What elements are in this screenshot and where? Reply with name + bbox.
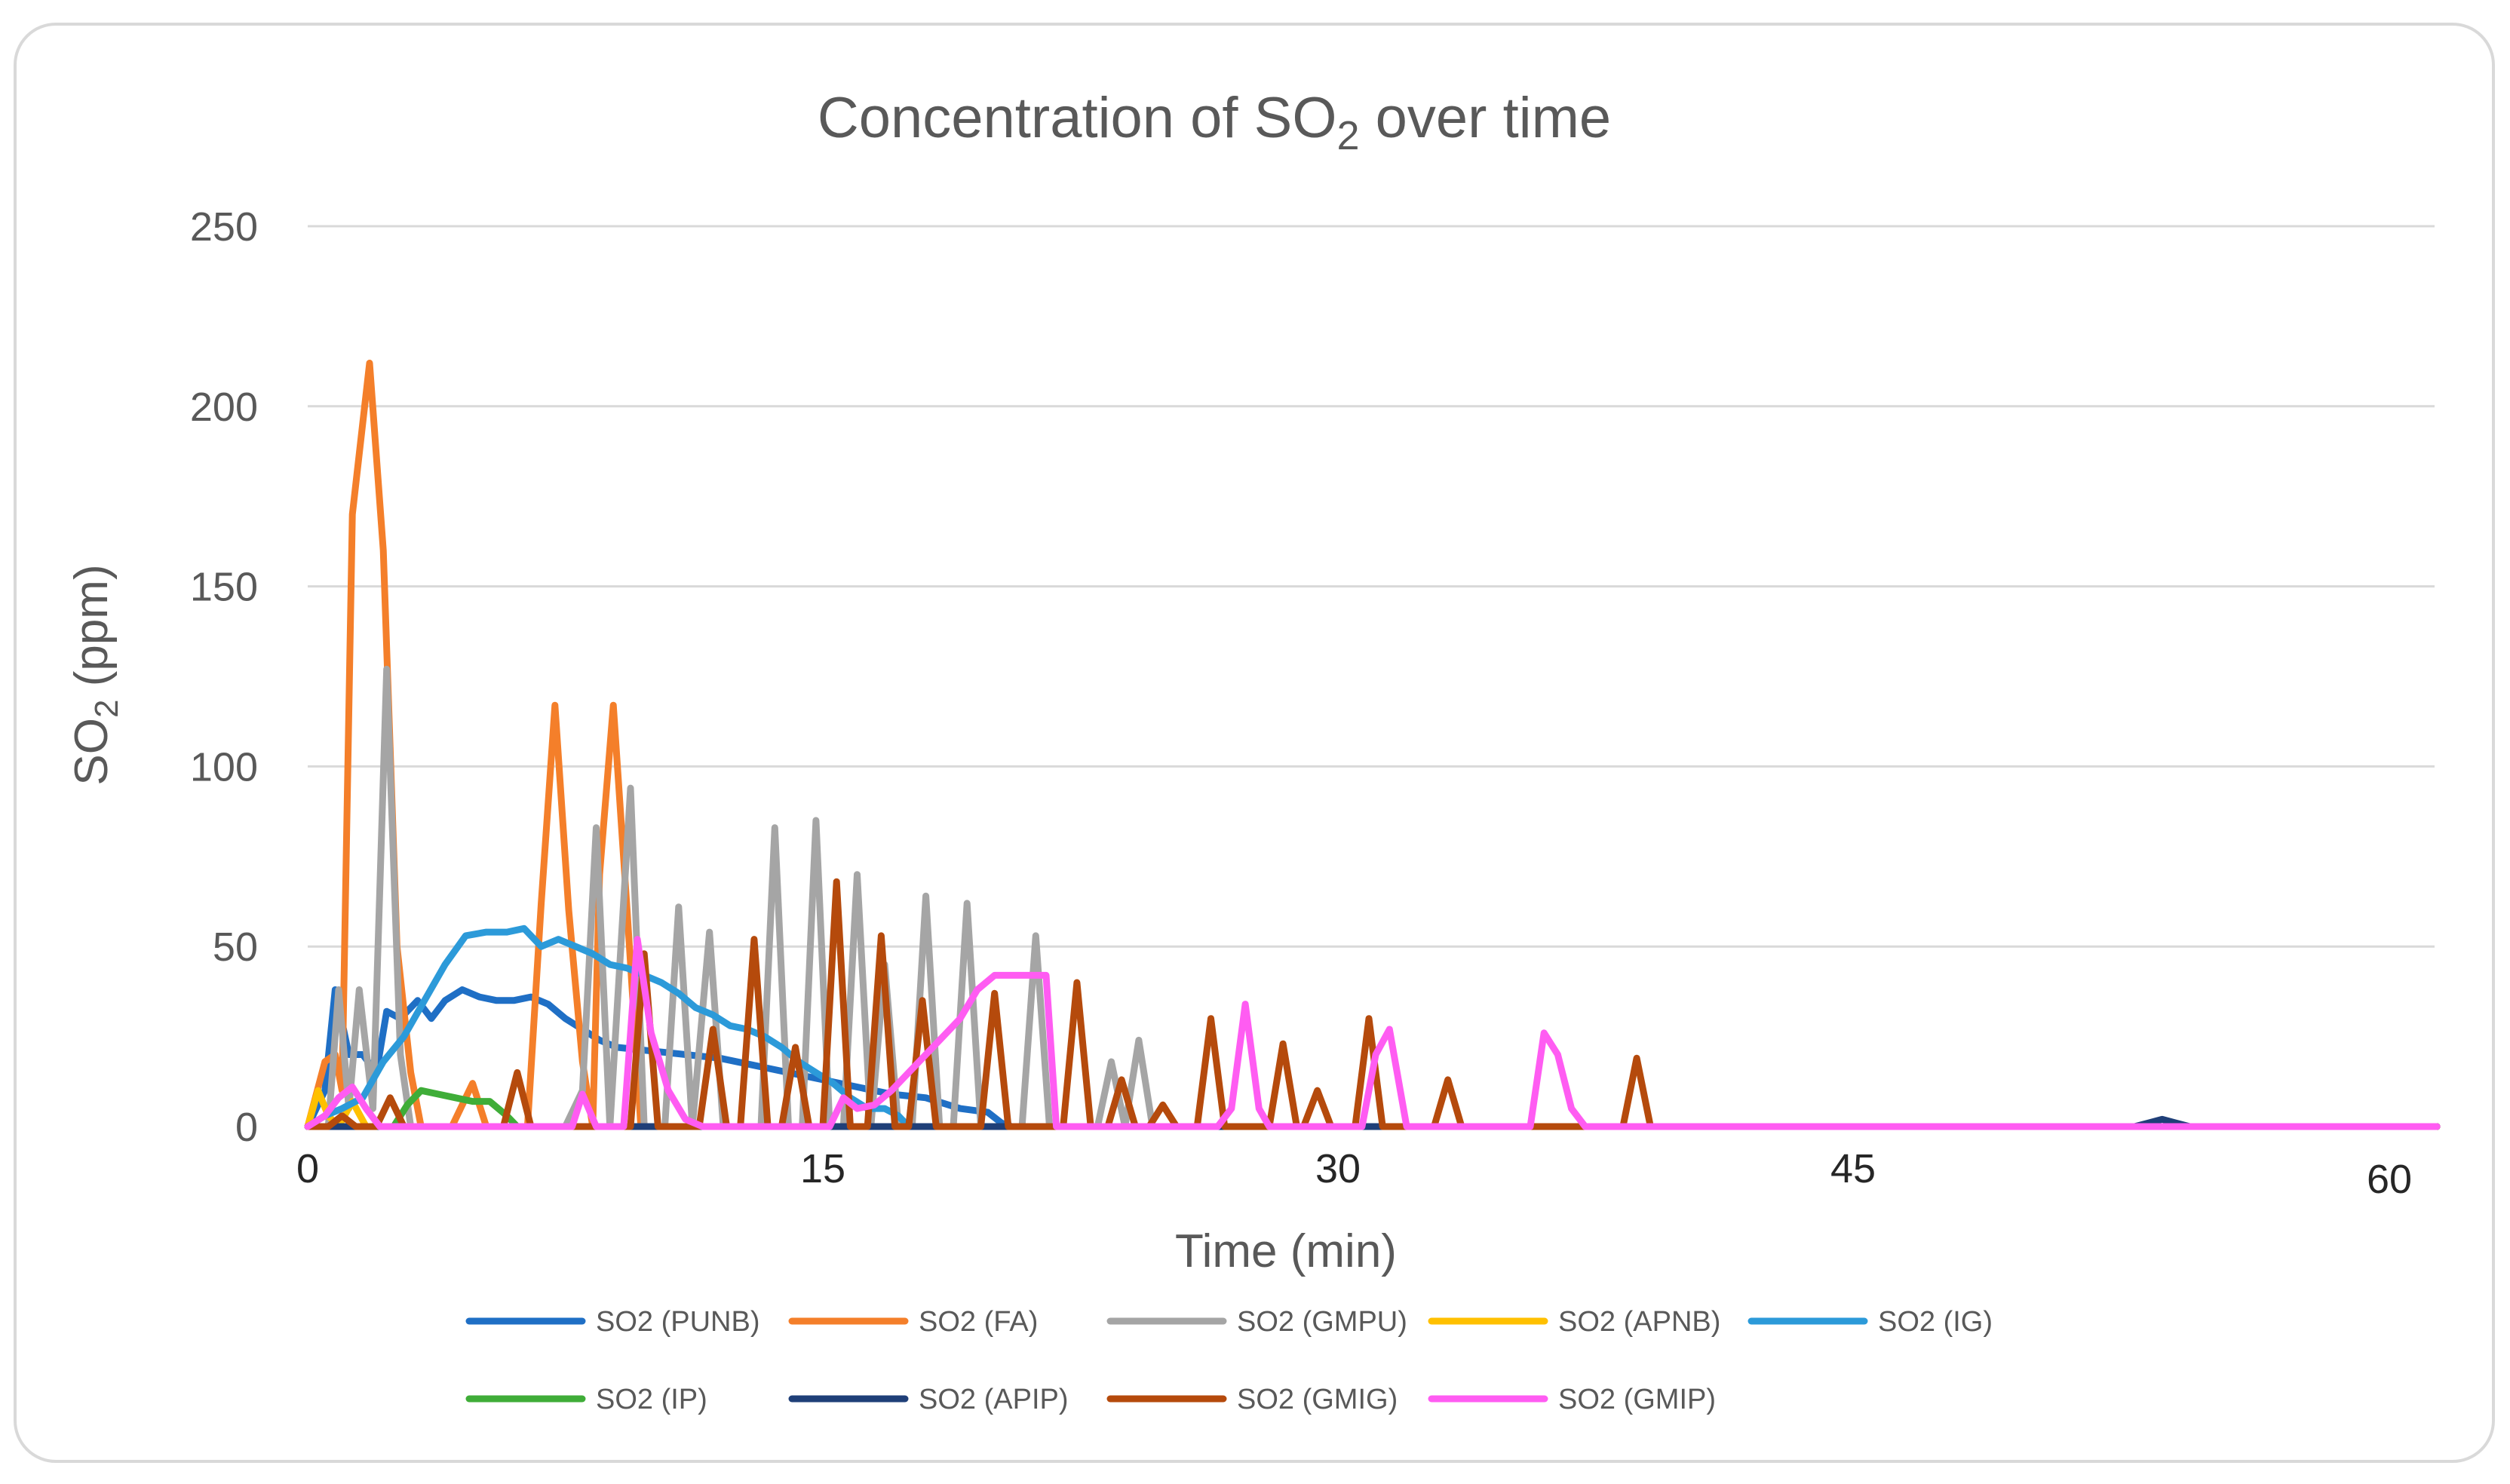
- legend-item: SO2 (APIP): [788, 1384, 1069, 1415]
- legend-label: SO2 (APIP): [919, 1384, 1069, 1415]
- legend-label: SO2 (GMIG): [1237, 1384, 1398, 1415]
- x-tick-label: 45: [1830, 1146, 1876, 1191]
- chart-title: Concentration of SO2 over time: [818, 86, 1611, 158]
- legend-item: SO2 (IG): [1747, 1306, 1993, 1338]
- series-line-so2-ip: [304, 1087, 2441, 1130]
- y-tick-label: 100: [190, 744, 258, 790]
- legend-label: SO2 (IP): [596, 1384, 707, 1415]
- legend-item: SO2 (FA): [788, 1306, 1038, 1338]
- gridlines: [308, 225, 2435, 1128]
- legend-item: SO2 (IP): [465, 1384, 707, 1415]
- y-tick-label: 250: [190, 204, 258, 250]
- y-tick-label: 150: [190, 565, 258, 610]
- legend-label: SO2 (GMPU): [1237, 1306, 1407, 1338]
- legend-label: SO2 (FA): [919, 1306, 1038, 1338]
- series-line-so2-gmig: [304, 878, 2441, 1130]
- y-tick-label: 0: [235, 1105, 258, 1150]
- y-tick-label: 200: [190, 385, 258, 430]
- series-line-so2-punb: [304, 986, 2441, 1130]
- legend-label: SO2 (GMIP): [1558, 1384, 1716, 1415]
- chart-card: [14, 23, 2495, 1463]
- legend-item: SO2 (APNB): [1428, 1306, 1720, 1338]
- x-axis-ticks: 0 15 30 45 60: [296, 1146, 2412, 1202]
- chart-title-main: Concentration of SO: [818, 86, 1337, 150]
- series-lines: [304, 360, 2441, 1130]
- series-line-so2-gmip: [304, 936, 2441, 1130]
- legend-item: SO2 (GMIG): [1106, 1384, 1398, 1415]
- x-tick-label: 0: [296, 1146, 319, 1191]
- y-axis-title-suffix: (ppm): [66, 564, 118, 699]
- y-axis-ticks: 0 50 100 150 200 250: [190, 204, 258, 1150]
- legend-label: SO2 (APNB): [1558, 1306, 1720, 1338]
- y-axis-title: SO2 (ppm): [66, 564, 125, 785]
- y-axis-title-main: SO: [66, 718, 118, 786]
- x-tick-label: 30: [1315, 1146, 1361, 1191]
- legend: SO2 (PUNB) SO2 (FA) SO2 (GMPU) SO2 (APNB) SO…: [465, 1306, 1993, 1415]
- series-line-so2-fa: [304, 360, 2441, 1130]
- x-tick-label: 15: [800, 1146, 845, 1191]
- legend-item: SO2 (PUNB): [465, 1306, 759, 1338]
- x-tick-label: 60: [2367, 1157, 2412, 1202]
- chart-title-subscript: 2: [1336, 113, 1359, 158]
- legend-item: SO2 (GMIP): [1428, 1384, 1716, 1415]
- chart-title-suffix: over time: [1360, 86, 1612, 150]
- y-tick-label: 50: [213, 924, 258, 970]
- legend-item: SO2 (GMPU): [1106, 1306, 1407, 1338]
- legend-label: SO2 (PUNB): [596, 1306, 759, 1338]
- y-axis-title-subscript: 2: [88, 700, 125, 718]
- x-axis-title: Time (min): [1175, 1225, 1397, 1277]
- legend-label: SO2 (IG): [1878, 1306, 1993, 1338]
